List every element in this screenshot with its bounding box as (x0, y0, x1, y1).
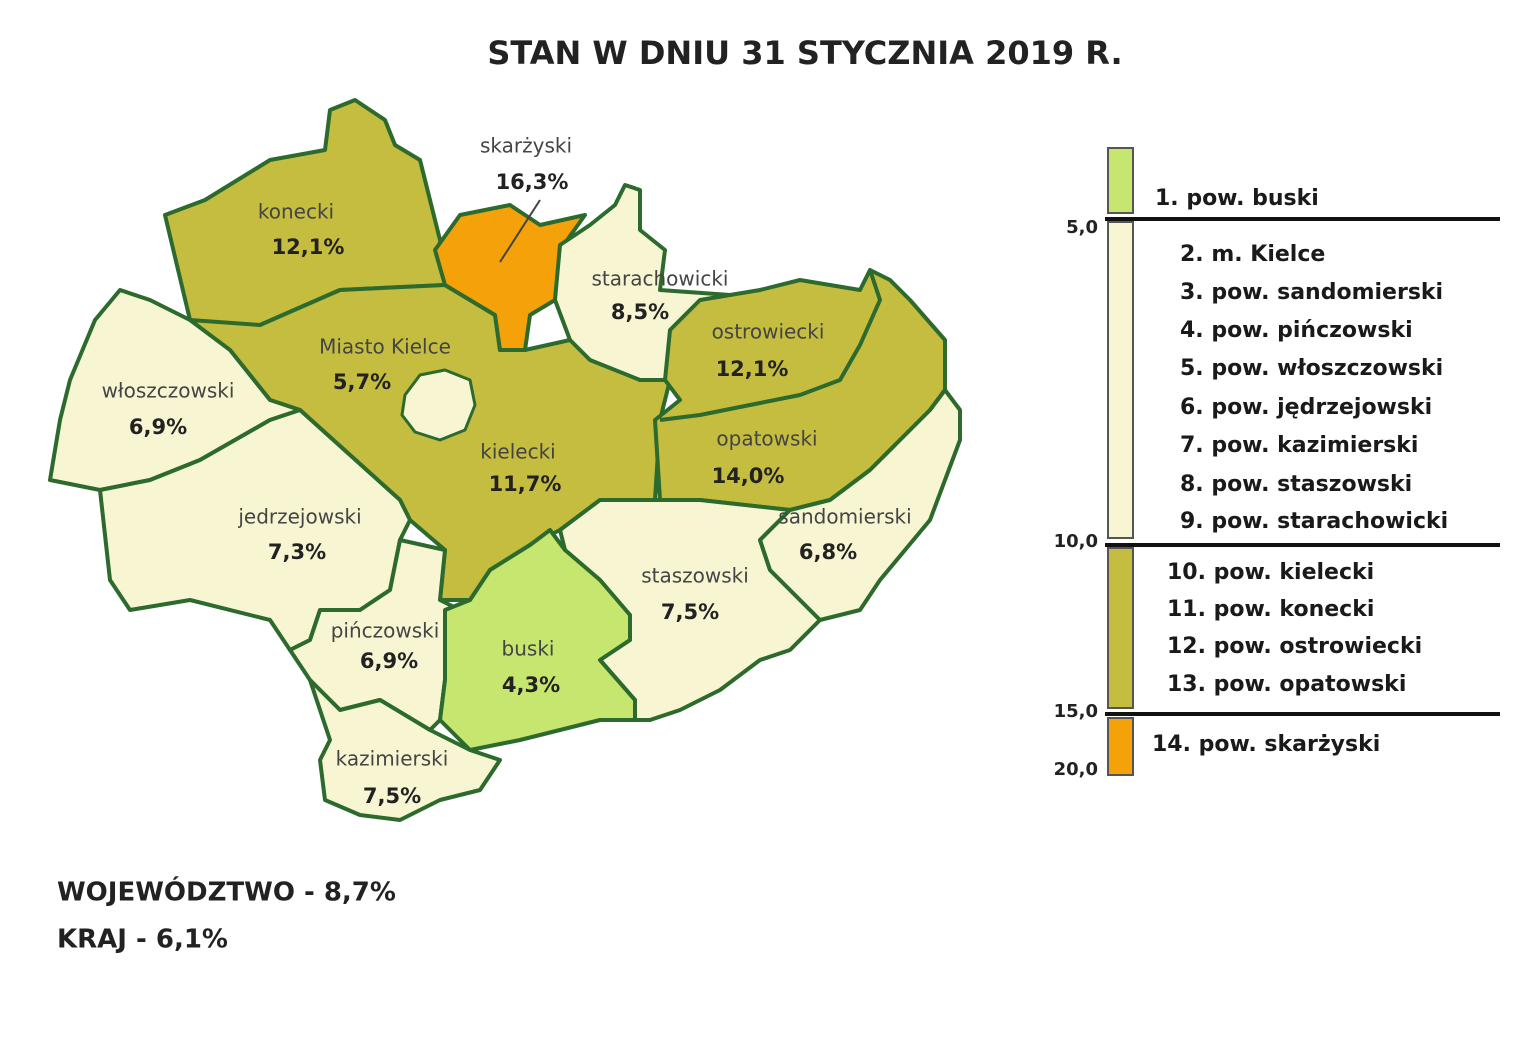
region-name: pińczowski (331, 619, 440, 643)
legend-tick: 20,0 (1054, 759, 1098, 780)
legend-item: 5. pow. włoszczowski (1180, 356, 1443, 381)
legend-swatch (1107, 221, 1134, 539)
legend-item: 2. m. Kielce (1180, 242, 1325, 267)
region-name: Miasto Kielce (319, 335, 451, 359)
legend-item: 14. pow. skarżyski (1152, 732, 1380, 757)
region-kazimierski (308, 678, 502, 822)
region-rate: 12,1% (272, 235, 345, 259)
region-buski (438, 528, 637, 752)
region-name: kazimierski (336, 747, 449, 771)
title: STAN W DNIU 31 STYCZNIA 2019 R. (487, 34, 1122, 72)
region-rate: 7,3% (268, 540, 326, 564)
legend-swatch (1107, 147, 1134, 214)
legend-swatch (1107, 547, 1134, 709)
region-name: włoszczowski (102, 379, 235, 403)
legend-item: 8. pow. staszowski (1180, 472, 1412, 497)
region-rate: 5,7% (333, 370, 391, 394)
region-name: sandomierski (778, 505, 911, 529)
legend-swatch (1107, 717, 1134, 776)
region-rate: 6,9% (360, 649, 418, 673)
region-name: konecki (258, 200, 334, 224)
region-rate: 6,9% (129, 415, 187, 439)
region-rate: 6,8% (799, 540, 857, 564)
region-rate: 7,5% (661, 600, 719, 624)
summary-voivodeship: WOJEWÓDZTWO - 8,7% (57, 876, 396, 908)
region-rate: 12,1% (716, 357, 789, 381)
legend-tick: 15,0 (1054, 701, 1098, 722)
region-name: skarżyski (480, 134, 572, 158)
legend-tick: 10,0 (1054, 531, 1098, 552)
region-rate: 7,5% (363, 784, 421, 808)
legend-item: 3. pow. sandomierski (1180, 280, 1443, 305)
region-name: buski (502, 637, 555, 661)
legend-item: 4. pow. pińczowski (1180, 318, 1413, 343)
summary-country: KRAJ - 6,1% (57, 925, 228, 955)
region-rate: 11,7% (489, 472, 562, 496)
legend-item: 9. pow. starachowicki (1180, 509, 1448, 534)
region-labels: konecki 12,1% skarżyski 16,3% starachowi… (102, 134, 912, 809)
region-name: jedrzejowski (237, 505, 361, 529)
legend-item: 6. pow. jędrzejowski (1180, 395, 1432, 420)
region-name: ostrowiecki (712, 320, 825, 344)
region-name: kielecki (480, 440, 555, 464)
map (48, 98, 962, 822)
leader-line (499, 199, 541, 263)
region-sandomierski (758, 388, 962, 622)
legend-item: 1. pow. buski (1155, 186, 1319, 211)
border-ostrowiecki-opatowski (659, 269, 882, 422)
region-rate: 8,5% (611, 300, 669, 324)
region-name: starachowicki (592, 267, 729, 291)
legend-tick: 5,0 (1066, 217, 1098, 238)
region-miasto-kielce (400, 368, 477, 442)
region-name: opatowski (716, 427, 817, 451)
legend-item: 11. pow. konecki (1167, 597, 1374, 622)
legend-item: 10. pow. kielecki (1167, 560, 1374, 585)
region-rate: 14,0% (712, 464, 785, 488)
legend-item: 12. pow. ostrowiecki (1167, 634, 1422, 659)
region-name: staszowski (641, 564, 749, 588)
legend-item: 13. pow. opatowski (1167, 672, 1406, 697)
legend-item: 7. pow. kazimierski (1180, 433, 1418, 458)
region-rate: 16,3% (496, 170, 569, 194)
region-rate: 4,3% (502, 673, 560, 697)
legend: 5,0 10,0 15,0 20,0 1. pow. buski 2. m. K… (1054, 147, 1500, 780)
